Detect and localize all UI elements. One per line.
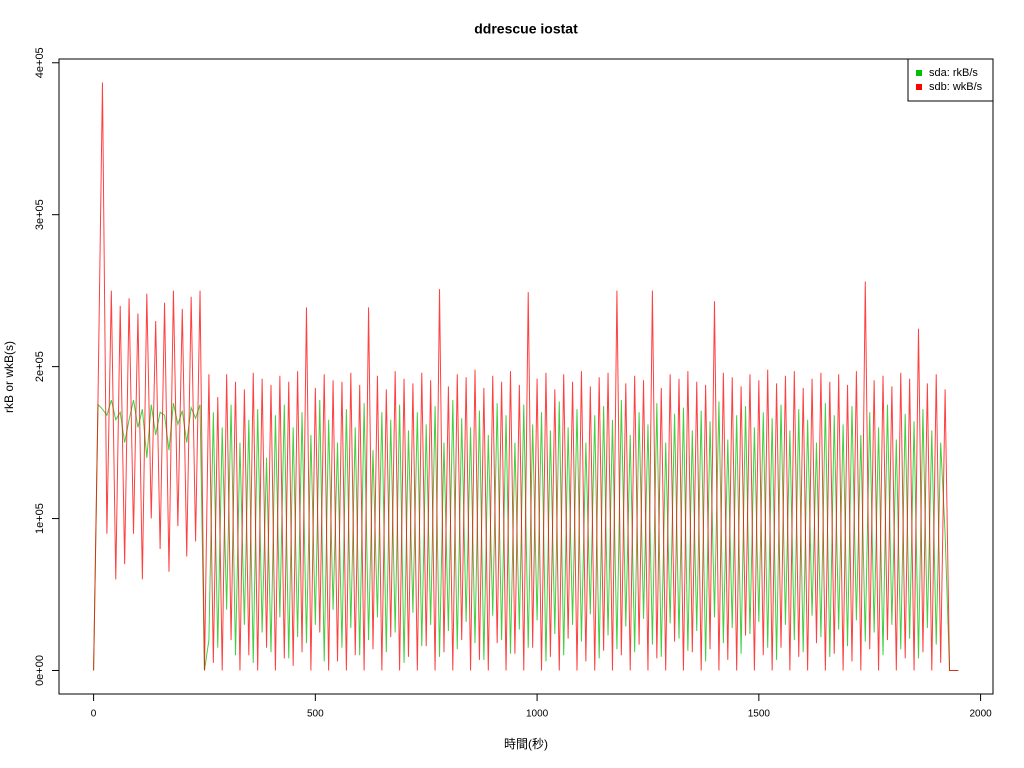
y-tick-label: 3e+05 xyxy=(34,199,46,230)
chart-title: ddrescue iostat xyxy=(474,21,578,37)
legend-label: sda: rkB/s xyxy=(929,67,978,79)
legend-box xyxy=(907,58,994,102)
x-tick-label: 1500 xyxy=(748,709,771,720)
x-tick-label: 0 xyxy=(91,709,97,720)
y-tick-label: 1e+05 xyxy=(34,503,46,534)
y-axis-title: rkB or wkB(s) xyxy=(2,341,16,413)
x-tick-label: 2000 xyxy=(969,709,992,720)
data-line xyxy=(93,82,959,671)
y-tick-label: 0e+00 xyxy=(34,655,46,686)
x-tick-label: 1000 xyxy=(526,709,549,720)
plot-frame xyxy=(58,58,994,695)
x-tick-label: 500 xyxy=(307,709,324,720)
legend-label: sdb: wkB/s xyxy=(929,81,983,93)
legend-swatch xyxy=(916,70,922,76)
x-axis-title: 時間(秒) xyxy=(504,737,548,751)
y-tick-label: 2e+05 xyxy=(34,351,46,382)
legend-swatch xyxy=(916,84,922,90)
y-tick-label: 4e+05 xyxy=(34,47,46,78)
